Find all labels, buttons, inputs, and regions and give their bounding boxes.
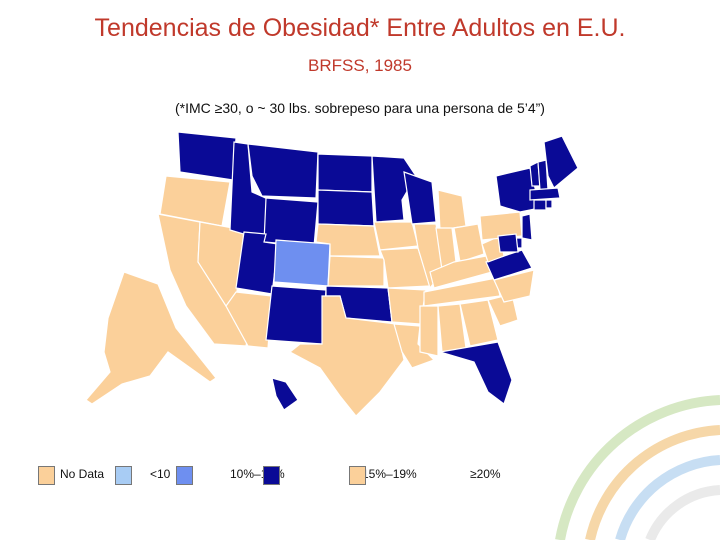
state-ct xyxy=(533,199,547,211)
state-ks xyxy=(327,255,385,287)
legend-swatch-15-19 xyxy=(263,466,280,485)
legend-label-20-plus: ≥20% xyxy=(470,467,501,481)
state-ak xyxy=(85,271,217,405)
state-wa xyxy=(177,131,237,181)
state-sd xyxy=(317,189,375,227)
state-nm xyxy=(265,285,327,345)
state-fl xyxy=(439,341,513,405)
state-nd xyxy=(317,153,373,193)
state-va xyxy=(485,249,533,281)
state-tn xyxy=(423,277,501,307)
state-mo xyxy=(379,247,431,289)
state-ga xyxy=(459,299,499,347)
legend-swatch-20-plus xyxy=(349,466,366,485)
state-az xyxy=(225,291,273,349)
state-ma xyxy=(529,187,561,201)
legend-label-no-data: No Data xyxy=(60,467,105,481)
obesity-definition-note: (*IMC ≥30, o ~ 30 lbs. sobrepeso para un… xyxy=(175,100,545,116)
legend-label-15-19: 15%–19% xyxy=(362,467,417,481)
state-ia xyxy=(373,221,419,251)
state-nc xyxy=(493,269,535,303)
state-ny xyxy=(495,167,541,213)
map-subtitle: BRFSS, 1985 xyxy=(308,56,412,75)
state-me xyxy=(543,135,579,189)
state-nj xyxy=(521,213,533,241)
state-tx xyxy=(288,295,405,417)
legend-swatch-no-data xyxy=(38,466,55,485)
legend: No Data <10 10%–14% 15%–19% ≥20% xyxy=(0,466,720,488)
state-co xyxy=(273,239,331,287)
state-wi xyxy=(403,171,437,225)
state-ms xyxy=(419,305,439,357)
state-mi xyxy=(437,189,467,231)
map-title: Tendencias de Obesidad* Entre Adultos en… xyxy=(94,14,626,42)
state-md xyxy=(497,233,519,253)
state-oh xyxy=(453,223,485,263)
state-ri xyxy=(545,199,553,209)
state-mt xyxy=(247,143,319,199)
state-hi xyxy=(271,377,299,411)
legend-swatch-lt10 xyxy=(115,466,132,485)
legend-swatch-10-14 xyxy=(176,466,193,485)
legend-label-lt10: <10 xyxy=(150,467,171,481)
state-wy xyxy=(263,197,319,247)
